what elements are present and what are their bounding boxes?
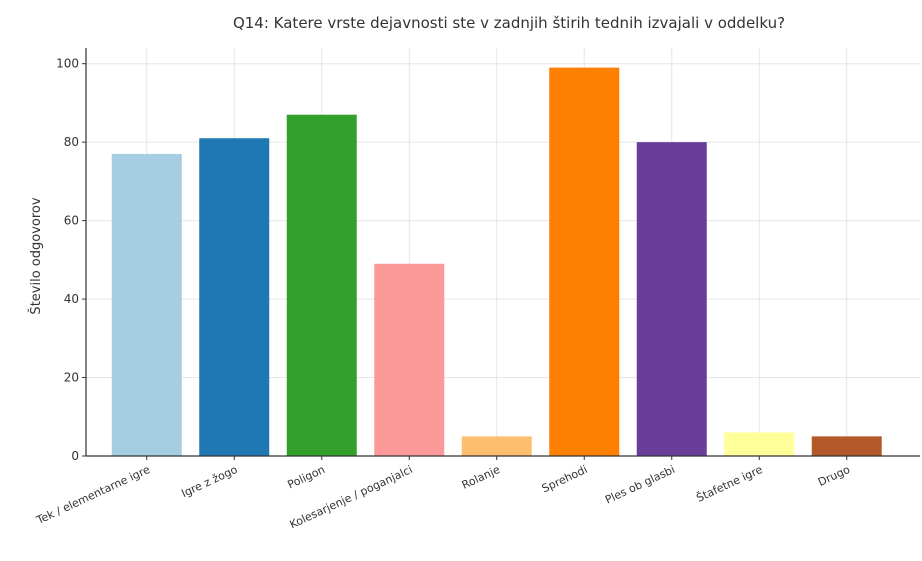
x-tick-label: Štafetne igre [694, 463, 764, 505]
y-ticks: 0 20 40 60 80 100 [56, 57, 86, 463]
bar [461, 436, 532, 456]
y-tick-label: 0 [71, 449, 79, 463]
y-tick-label: 20 [64, 371, 79, 385]
y-tick-label: 40 [64, 292, 79, 306]
x-tick-label: Drugo [816, 463, 852, 489]
y-tick-label: 60 [64, 214, 79, 228]
x-tick-label: Sprehodi [540, 463, 590, 495]
x-tick-label: Igre z žogo [179, 463, 239, 500]
x-tick-label: Poligon [285, 463, 327, 492]
x-ticks: Tek / elementarne igre Igre z žogo Poligon… [34, 456, 852, 531]
chart-title: Q14: Katere vrste dejavnosti ste v zadnj… [233, 14, 785, 32]
x-tick-label: Rolanje [460, 463, 502, 492]
bar [286, 114, 357, 456]
bar [724, 432, 795, 456]
y-tick-label: 80 [64, 135, 79, 149]
bar [374, 263, 445, 456]
y-tick-label: 100 [56, 57, 79, 71]
x-tick-label: Ples ob glasbi [603, 463, 677, 507]
y-axis-label: Število odgovorov [28, 197, 44, 314]
axes [85, 48, 920, 457]
bar [811, 436, 882, 456]
bar [549, 67, 620, 456]
bar [636, 142, 707, 456]
bar [111, 153, 182, 456]
bar [199, 138, 270, 456]
bars [111, 67, 882, 456]
x-tick-label: Tek / elementarne igre [34, 463, 152, 527]
